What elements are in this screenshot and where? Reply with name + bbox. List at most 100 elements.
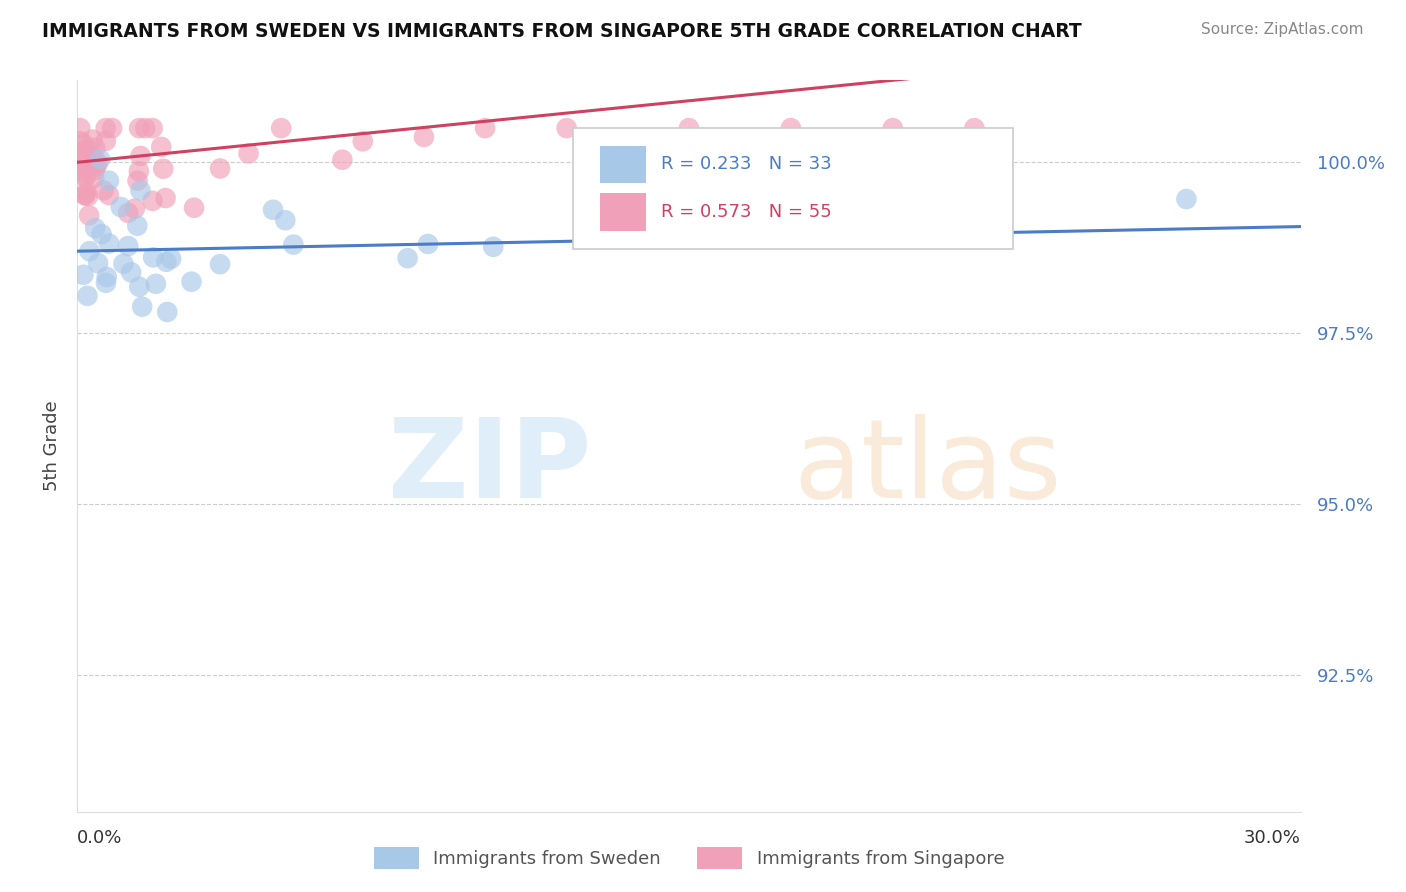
Point <box>82 132 104 146</box>
Point <box>89 153 111 167</box>
Point <box>73 169 96 184</box>
Point <box>97 188 120 202</box>
Bar <box>599 145 647 183</box>
Point <box>77 208 100 222</box>
Point <box>128 280 150 294</box>
Point <box>101 121 124 136</box>
Point <box>117 239 139 253</box>
Point <box>73 147 96 161</box>
Point <box>142 121 165 136</box>
Point <box>555 121 578 136</box>
Point <box>145 277 167 291</box>
Point <box>780 121 803 136</box>
Point <box>86 156 108 170</box>
Point <box>96 269 118 284</box>
Point <box>127 219 149 233</box>
Point <box>120 265 142 279</box>
Point <box>270 121 292 136</box>
Point <box>180 275 202 289</box>
Point <box>142 251 165 265</box>
Text: 0.0%: 0.0% <box>77 829 122 847</box>
Point <box>84 221 107 235</box>
Text: Source: ZipAtlas.com: Source: ZipAtlas.com <box>1201 22 1364 37</box>
Point <box>79 244 101 259</box>
Legend: Immigrants from Sweden, Immigrants from Singapore: Immigrants from Sweden, Immigrants from … <box>367 839 1011 876</box>
Text: R = 0.573   N = 55: R = 0.573 N = 55 <box>661 203 831 221</box>
Point <box>124 202 146 216</box>
Point <box>274 213 297 227</box>
Point <box>155 191 177 205</box>
Point <box>75 169 97 184</box>
Text: atlas: atlas <box>793 415 1062 522</box>
Point <box>83 171 105 186</box>
Point <box>98 236 121 251</box>
Point <box>134 121 156 136</box>
Point <box>238 146 260 161</box>
Text: 30.0%: 30.0% <box>1244 829 1301 847</box>
Point <box>160 252 183 266</box>
FancyBboxPatch shape <box>572 128 1014 249</box>
Point <box>678 121 700 136</box>
Point <box>94 134 117 148</box>
Point <box>150 140 173 154</box>
Point <box>127 174 149 188</box>
Point <box>97 174 120 188</box>
Point <box>82 150 104 164</box>
Point <box>75 185 97 199</box>
Point <box>396 251 419 265</box>
Point <box>482 240 505 254</box>
Point <box>128 164 150 178</box>
Point <box>84 163 107 178</box>
Text: IMMIGRANTS FROM SWEDEN VS IMMIGRANTS FROM SINGAPORE 5TH GRADE CORRELATION CHART: IMMIGRANTS FROM SWEDEN VS IMMIGRANTS FRO… <box>42 22 1083 41</box>
Point <box>208 257 231 271</box>
Point <box>131 300 153 314</box>
Point <box>90 227 112 241</box>
Point <box>76 289 98 303</box>
Point <box>474 121 496 136</box>
Point <box>283 237 305 252</box>
Point <box>129 149 152 163</box>
Point <box>112 257 135 271</box>
Point <box>73 144 96 158</box>
Point <box>262 202 284 217</box>
Point <box>413 130 436 145</box>
Point <box>1175 192 1198 206</box>
Point <box>882 121 904 136</box>
Point <box>73 188 96 202</box>
Point <box>84 141 107 155</box>
Point <box>110 200 132 214</box>
Text: R = 0.233   N = 33: R = 0.233 N = 33 <box>661 155 831 173</box>
Bar <box>599 194 647 231</box>
Point <box>332 153 354 167</box>
Point <box>156 305 179 319</box>
Point <box>129 183 152 197</box>
Point <box>93 183 115 197</box>
Point <box>141 194 163 208</box>
Point <box>69 134 91 148</box>
Point <box>84 160 107 174</box>
Point <box>87 256 110 270</box>
Point <box>73 188 96 202</box>
Point <box>72 268 94 282</box>
Point <box>416 237 439 252</box>
Point <box>69 160 91 174</box>
Point <box>70 164 93 178</box>
Point <box>72 154 94 169</box>
Point <box>208 161 231 176</box>
Point <box>183 201 205 215</box>
Point <box>77 144 100 158</box>
Point <box>72 136 94 151</box>
Point <box>69 121 91 136</box>
Point <box>94 276 117 290</box>
Point <box>117 206 139 220</box>
Text: ZIP: ZIP <box>388 415 591 522</box>
Point <box>72 145 94 159</box>
Point <box>963 121 986 136</box>
Point <box>152 161 174 176</box>
Point <box>72 160 94 174</box>
Point <box>94 121 117 136</box>
Point <box>352 134 374 148</box>
Y-axis label: 5th Grade: 5th Grade <box>42 401 60 491</box>
Point <box>128 121 150 136</box>
Point <box>155 255 177 269</box>
